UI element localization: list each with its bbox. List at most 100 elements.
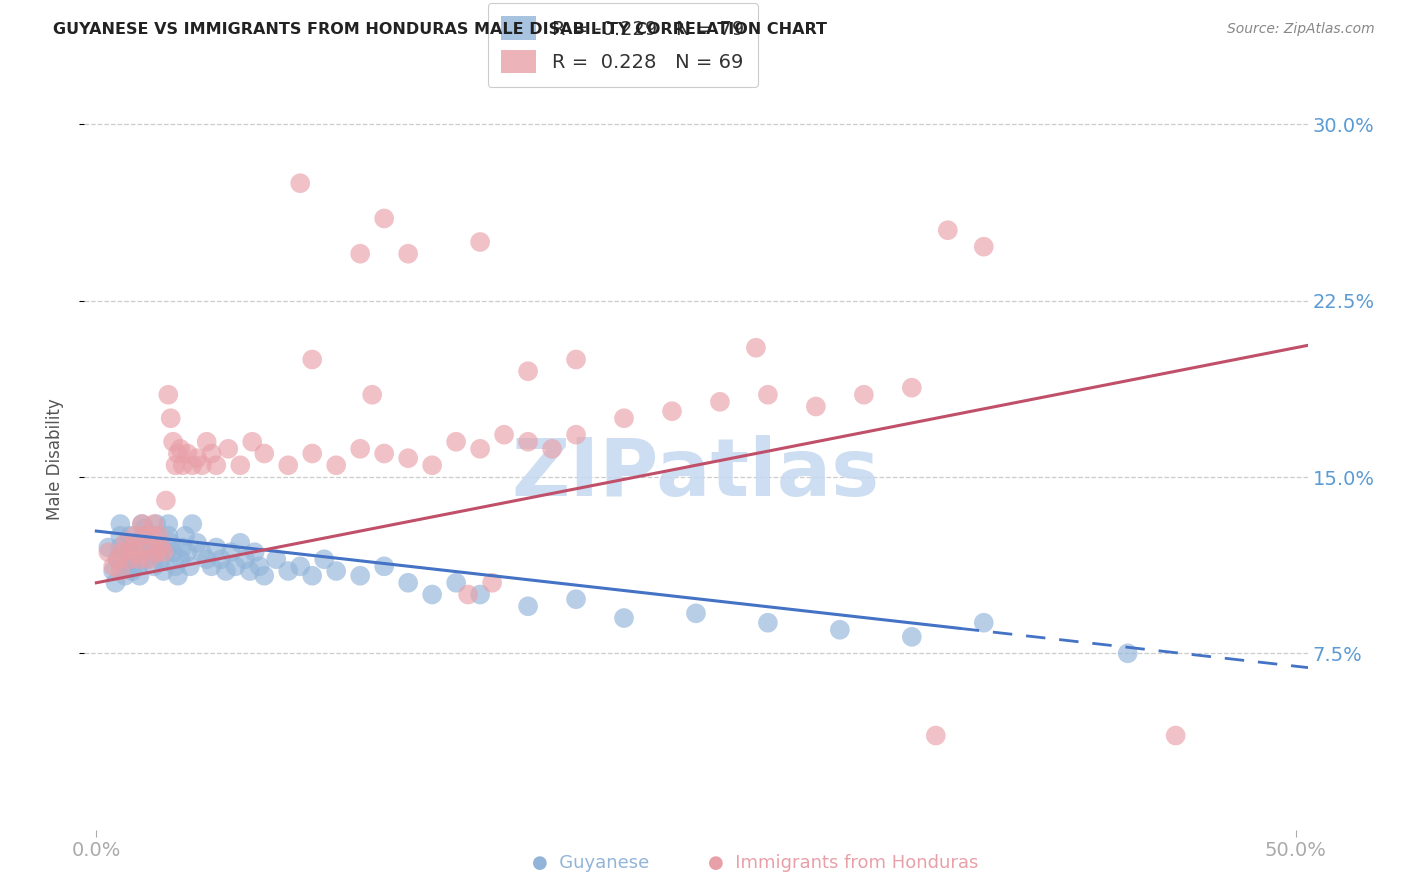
Point: [936, 223, 959, 237]
Point: [277, 458, 299, 473]
Point: [124, 529, 146, 543]
Point: [457, 588, 479, 602]
Point: [373, 211, 395, 226]
Point: [131, 516, 153, 531]
Point: [973, 240, 995, 254]
Point: [973, 615, 995, 630]
Point: [131, 516, 153, 531]
Point: [301, 352, 323, 367]
Point: [157, 516, 180, 531]
Point: [852, 388, 875, 402]
Point: [349, 246, 371, 260]
Point: [167, 446, 190, 460]
Point: [200, 559, 222, 574]
Point: [111, 559, 134, 574]
Point: [804, 400, 827, 414]
Point: [101, 559, 124, 574]
Point: [191, 458, 214, 473]
Text: ●  Immigrants from Honduras: ● Immigrants from Honduras: [709, 855, 979, 872]
Point: [159, 411, 181, 425]
Point: [200, 446, 222, 460]
Point: [176, 545, 198, 559]
Point: [901, 381, 924, 395]
Point: [249, 559, 271, 574]
Point: [97, 545, 120, 559]
Point: [290, 176, 312, 190]
Point: [107, 552, 129, 566]
Point: [191, 545, 214, 559]
Point: [157, 388, 180, 402]
Point: [420, 458, 443, 473]
Point: [468, 442, 491, 456]
Point: [517, 434, 540, 449]
Point: [613, 611, 636, 625]
Point: [155, 493, 177, 508]
Text: ZIPatlas: ZIPatlas: [512, 435, 880, 513]
Point: [127, 545, 149, 559]
Point: [517, 599, 540, 614]
Point: [239, 564, 262, 578]
Point: [134, 522, 156, 536]
Point: [290, 559, 312, 574]
Point: [756, 615, 779, 630]
Point: [517, 364, 540, 378]
Text: Source: ZipAtlas.com: Source: ZipAtlas.com: [1227, 22, 1375, 37]
Point: [141, 529, 163, 543]
Point: [152, 564, 174, 578]
Point: [121, 541, 143, 555]
Point: [233, 552, 256, 566]
Point: [186, 536, 208, 550]
Point: [325, 564, 347, 578]
Point: [150, 552, 173, 566]
Point: [155, 545, 177, 559]
Point: [134, 541, 156, 555]
Point: [253, 446, 276, 460]
Point: [186, 451, 208, 466]
Point: [828, 623, 851, 637]
Point: [135, 541, 157, 555]
Point: [229, 536, 252, 550]
Point: [150, 541, 173, 555]
Point: [138, 552, 160, 566]
Point: [114, 568, 136, 582]
Point: [117, 545, 139, 559]
Point: [145, 529, 167, 543]
Point: [396, 246, 419, 260]
Point: [217, 442, 239, 456]
Point: [142, 559, 165, 574]
Point: [148, 529, 170, 543]
Point: [138, 536, 160, 550]
Point: [301, 568, 323, 582]
Point: [1116, 646, 1139, 660]
Point: [179, 559, 201, 574]
Point: [165, 559, 187, 574]
Point: [264, 552, 287, 566]
Point: [468, 235, 491, 249]
Point: [420, 588, 443, 602]
Point: [541, 442, 564, 456]
Text: ●  Guyanese: ● Guyanese: [531, 855, 650, 872]
Point: [301, 446, 323, 460]
Point: [709, 394, 731, 409]
Point: [141, 545, 163, 559]
Point: [205, 541, 228, 555]
Point: [444, 434, 467, 449]
Point: [148, 541, 170, 555]
Point: [145, 545, 167, 559]
Point: [127, 545, 149, 559]
Point: [565, 427, 588, 442]
Point: [205, 458, 228, 473]
Point: [209, 552, 232, 566]
Point: [118, 529, 141, 543]
Point: [396, 451, 419, 466]
Point: [901, 630, 924, 644]
Legend: R = -0.229   N = 79, R =  0.228   N = 69: R = -0.229 N = 79, R = 0.228 N = 69: [488, 3, 758, 87]
Text: GUYANESE VS IMMIGRANTS FROM HONDURAS MALE DISABILITY CORRELATION CHART: GUYANESE VS IMMIGRANTS FROM HONDURAS MAL…: [53, 22, 827, 37]
Point: [195, 552, 218, 566]
Point: [104, 575, 127, 590]
Point: [157, 529, 180, 543]
Point: [373, 559, 395, 574]
Point: [110, 529, 132, 543]
Point: [314, 552, 336, 566]
Point: [224, 559, 246, 574]
